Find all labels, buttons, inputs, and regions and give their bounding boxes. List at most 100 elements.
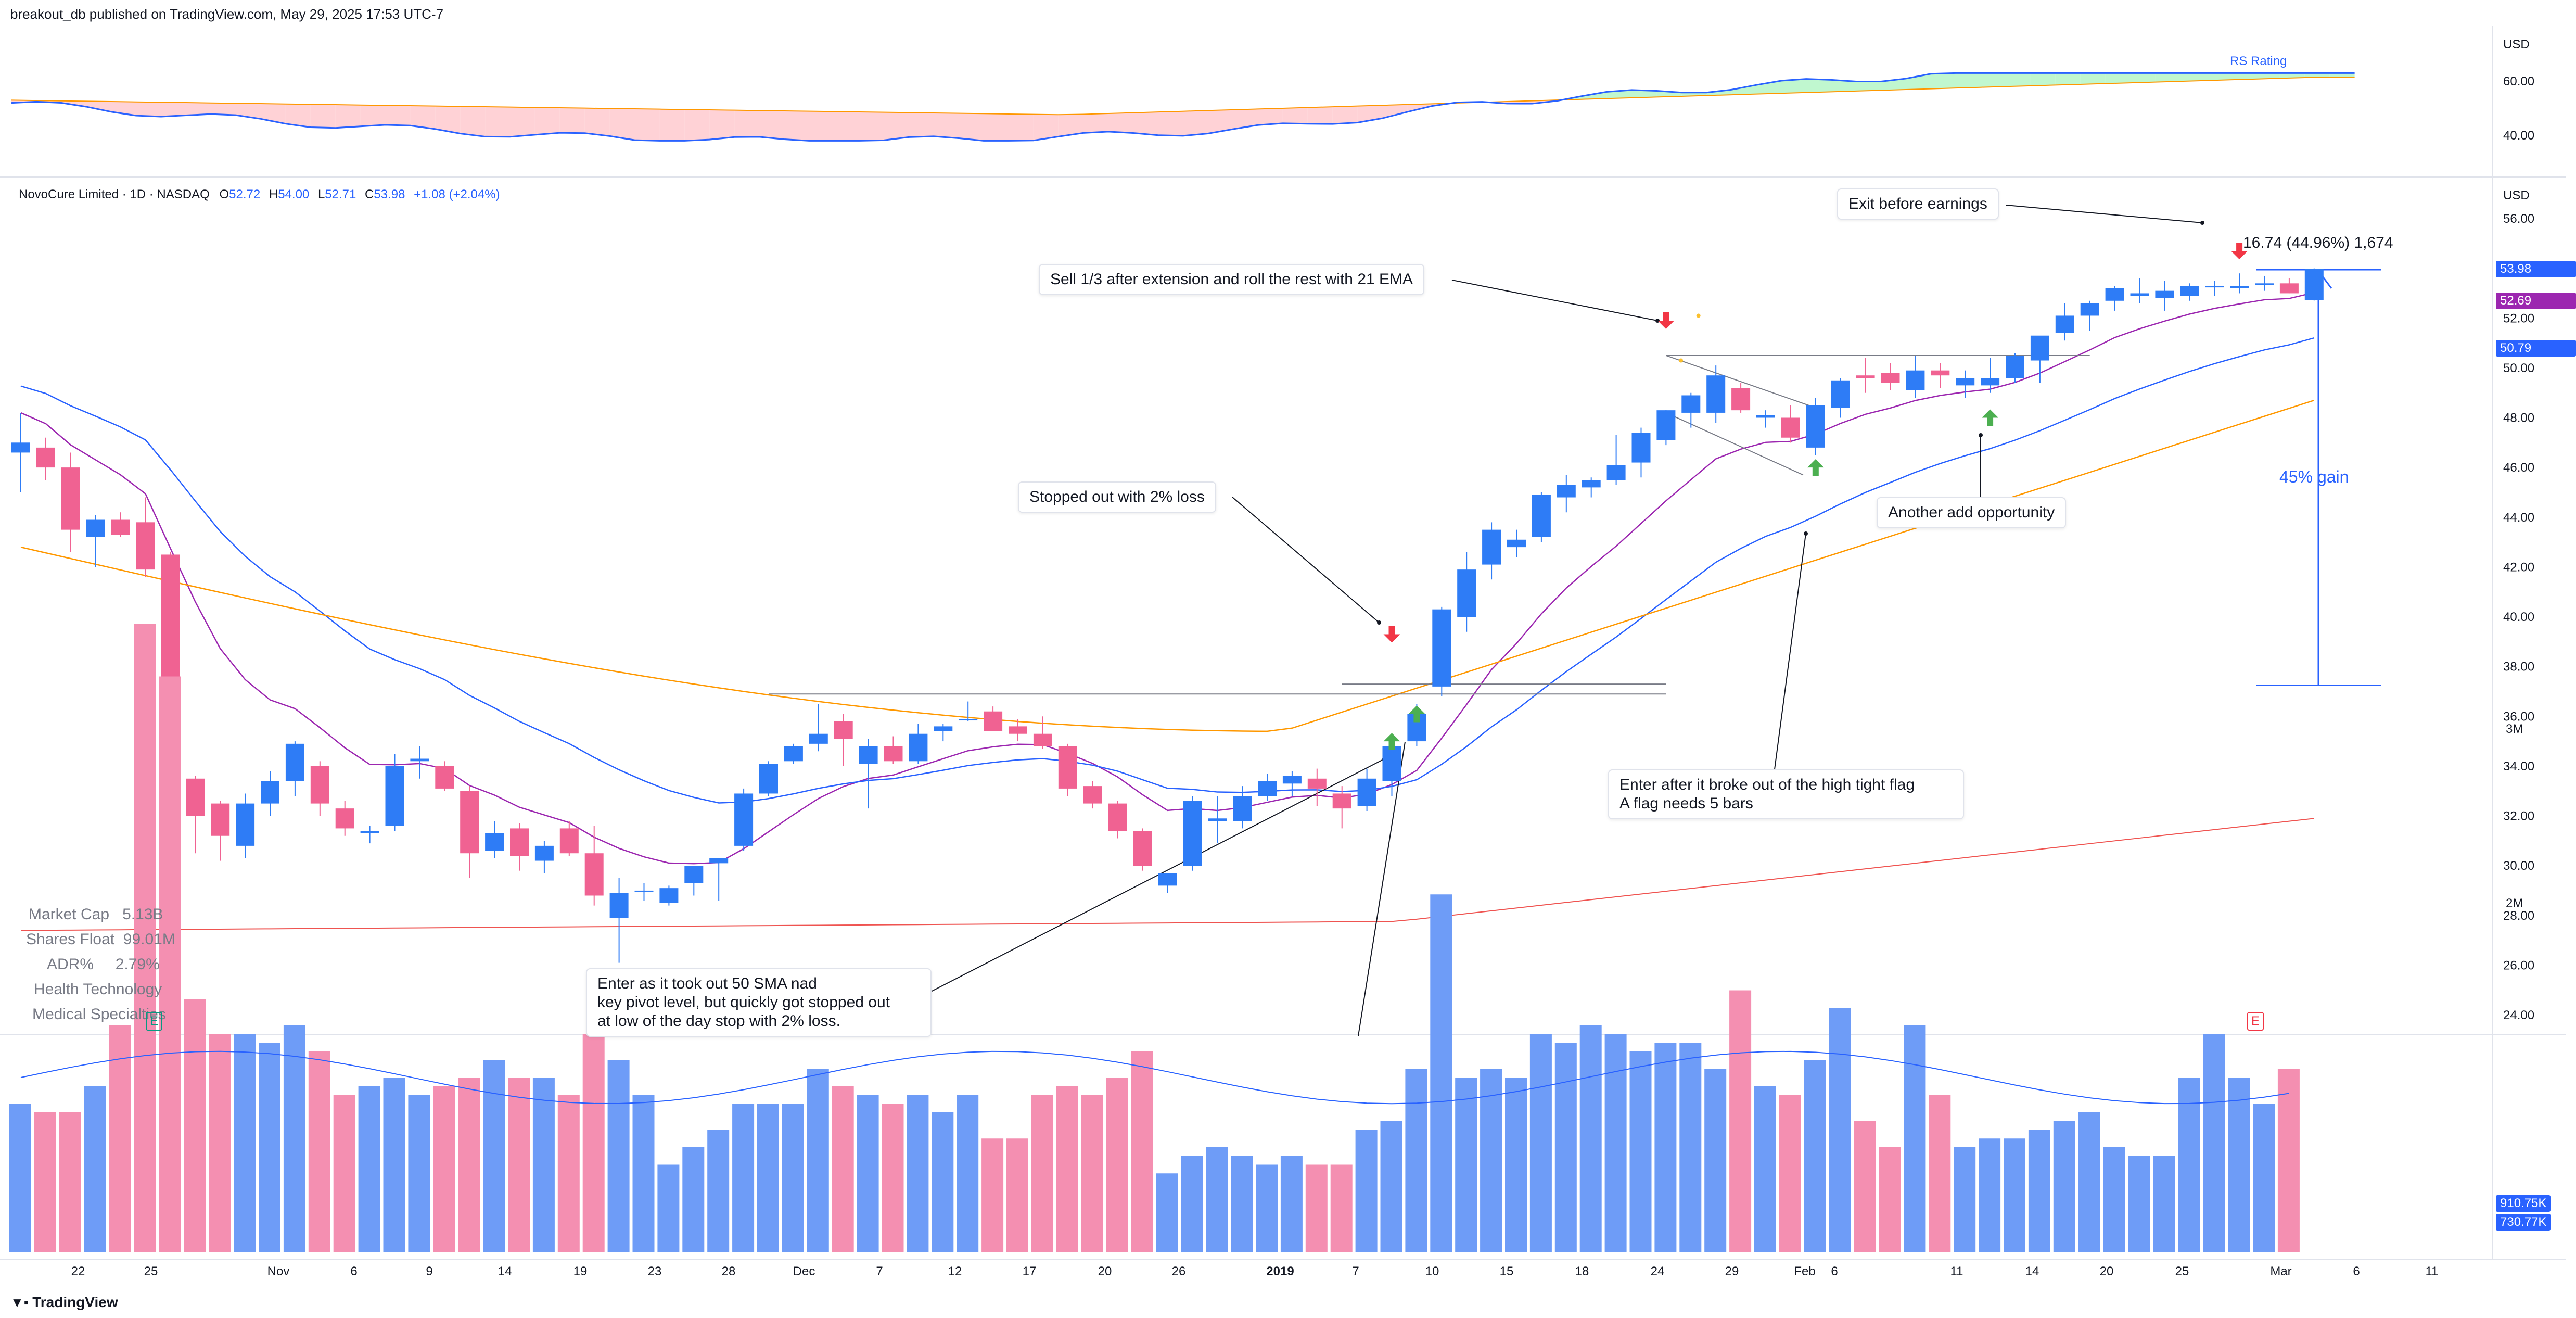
- measure-label: 16.74 (44.96%) 1,674: [2243, 234, 2393, 251]
- note-enter-line2: key pivot level, but quickly got stopped…: [597, 994, 890, 1011]
- rs-fill-down: [959, 113, 984, 141]
- rs-fill-down: [659, 109, 685, 141]
- candle-down: [1033, 733, 1052, 746]
- volume-bar: [84, 1086, 106, 1252]
- candle-up: [285, 743, 304, 781]
- candle-up: [2155, 290, 2174, 298]
- volume-bar: [209, 1034, 231, 1252]
- note-enter-line3: at low of the day stop with 2% loss.: [597, 1012, 840, 1030]
- rs-fill-up: [2155, 73, 2180, 82]
- volume-bar: [1804, 1060, 1826, 1252]
- note-sell-third[interactable]: Sell 1/3 after extension and roll the re…: [1039, 264, 1425, 295]
- volume-bar: [632, 1095, 655, 1252]
- candle-down: [1856, 375, 1875, 378]
- candle-up: [1806, 405, 1825, 448]
- volume-bar: [508, 1078, 530, 1252]
- price-tick-label: 56.00: [2503, 212, 2534, 226]
- earnings-marker-right[interactable]: E: [2247, 1012, 2264, 1031]
- volume-bar: [557, 1095, 580, 1252]
- brand-footer: ▼▪ TradingView: [10, 1294, 118, 1311]
- o-label: O: [219, 187, 229, 201]
- price-tick-label: 46.00: [2503, 461, 2534, 475]
- volume-bar: [1829, 1008, 1851, 1252]
- rs-fill-down: [884, 112, 909, 141]
- candle-up: [1706, 375, 1726, 413]
- volume-bar: [1729, 990, 1752, 1252]
- volume-bar: [932, 1112, 954, 1252]
- rs-fill-down: [1258, 108, 1283, 125]
- brand-name: TradingView: [32, 1294, 118, 1310]
- rs-fill-down: [136, 102, 161, 117]
- candle-up: [1457, 569, 1476, 617]
- candle-down: [1009, 726, 1027, 734]
- rs-fill-down: [86, 101, 111, 112]
- rs-fill-down: [485, 107, 510, 137]
- rs-fill-up: [1582, 92, 1607, 99]
- volume-bar: [782, 1104, 804, 1252]
- time-tick-label: 7: [1352, 1264, 1359, 1278]
- price-badge: 50.79: [2496, 340, 2576, 357]
- high-value: 54.00: [278, 187, 310, 201]
- candle-down: [1108, 803, 1127, 831]
- rs-fill-down: [759, 110, 784, 140]
- indicator-lines: [20, 292, 2315, 931]
- volume-bar: [657, 1164, 680, 1252]
- rs-fill-up: [2130, 73, 2156, 83]
- change-value: +1.08 (+2.04%): [414, 187, 500, 201]
- volume-bar: [1106, 1078, 1128, 1252]
- note-exit-earnings[interactable]: Exit before earnings: [1837, 188, 1999, 220]
- volume-bar: [109, 1025, 131, 1252]
- candle-down: [460, 791, 479, 854]
- note-flag-line2: A flag needs 5 bars: [1619, 795, 1753, 812]
- pointer-flag: [1774, 533, 1806, 770]
- adr: ADR% 2.79%: [47, 956, 160, 973]
- volume-bar: [1629, 1051, 1652, 1252]
- candle-up: [11, 442, 30, 453]
- volume-tick-label: 2M: [2506, 896, 2523, 910]
- candle-up: [959, 719, 978, 721]
- candle-up: [1956, 378, 1975, 386]
- earnings-marker-left[interactable]: E: [146, 1012, 162, 1031]
- price-tick-label: 24.00: [2503, 1008, 2534, 1022]
- note-sma-entry[interactable]: Enter as it took out 50 SMA nad key pivo…: [586, 968, 932, 1037]
- rs-fill-up: [1781, 79, 1806, 94]
- note-flag-entry[interactable]: Enter after it broke out of the high tig…: [1608, 769, 1964, 819]
- candle-down: [435, 766, 454, 789]
- volume-bar: [2253, 1104, 2275, 1252]
- price-tick-label: 48.00: [2503, 411, 2534, 425]
- time-tick-label: Mar: [2270, 1264, 2291, 1278]
- volume-bar: [1256, 1164, 1278, 1252]
- volume-bar: [707, 1130, 730, 1252]
- candle-up: [2105, 288, 2124, 301]
- rs-fill-up: [2080, 73, 2106, 84]
- rs-fill-down: [1058, 114, 1083, 137]
- price-tick-label: 32.00: [2503, 809, 2534, 823]
- rs-fill-down: [709, 109, 735, 140]
- candle-up: [2080, 303, 2099, 316]
- open-value: 52.72: [229, 187, 261, 201]
- volume-bar: [607, 1060, 630, 1252]
- volume-bar: [1979, 1138, 2001, 1252]
- volume-bar: [1156, 1173, 1178, 1252]
- price-tick-label: 40.00: [2503, 610, 2534, 624]
- c-label: C: [365, 187, 374, 201]
- candle-up: [86, 519, 105, 537]
- volume-bar: [9, 1104, 31, 1252]
- note-stopped-out[interactable]: Stopped out with 2% loss: [1018, 481, 1216, 513]
- price-tick-label: 34.00: [2503, 759, 2534, 774]
- candle-up: [2255, 283, 2274, 285]
- note-another-add[interactable]: Another add opportunity: [1877, 497, 2067, 528]
- time-tick-label: 6: [350, 1264, 357, 1278]
- volume-bar: [1081, 1095, 1103, 1252]
- candle-down: [1931, 370, 1950, 376]
- rs-rating-label: RS Rating: [2230, 54, 2287, 68]
- candle-up: [385, 766, 404, 826]
- volume-bar: [433, 1086, 455, 1252]
- candle-up: [734, 793, 754, 846]
- rs-fill-up: [1981, 73, 2006, 87]
- ema21-line: [20, 337, 2315, 804]
- volume-bar: [59, 1112, 81, 1252]
- pointer-sell: [1451, 280, 1658, 321]
- candle-up: [1831, 380, 1850, 408]
- volume-bar: [458, 1078, 480, 1252]
